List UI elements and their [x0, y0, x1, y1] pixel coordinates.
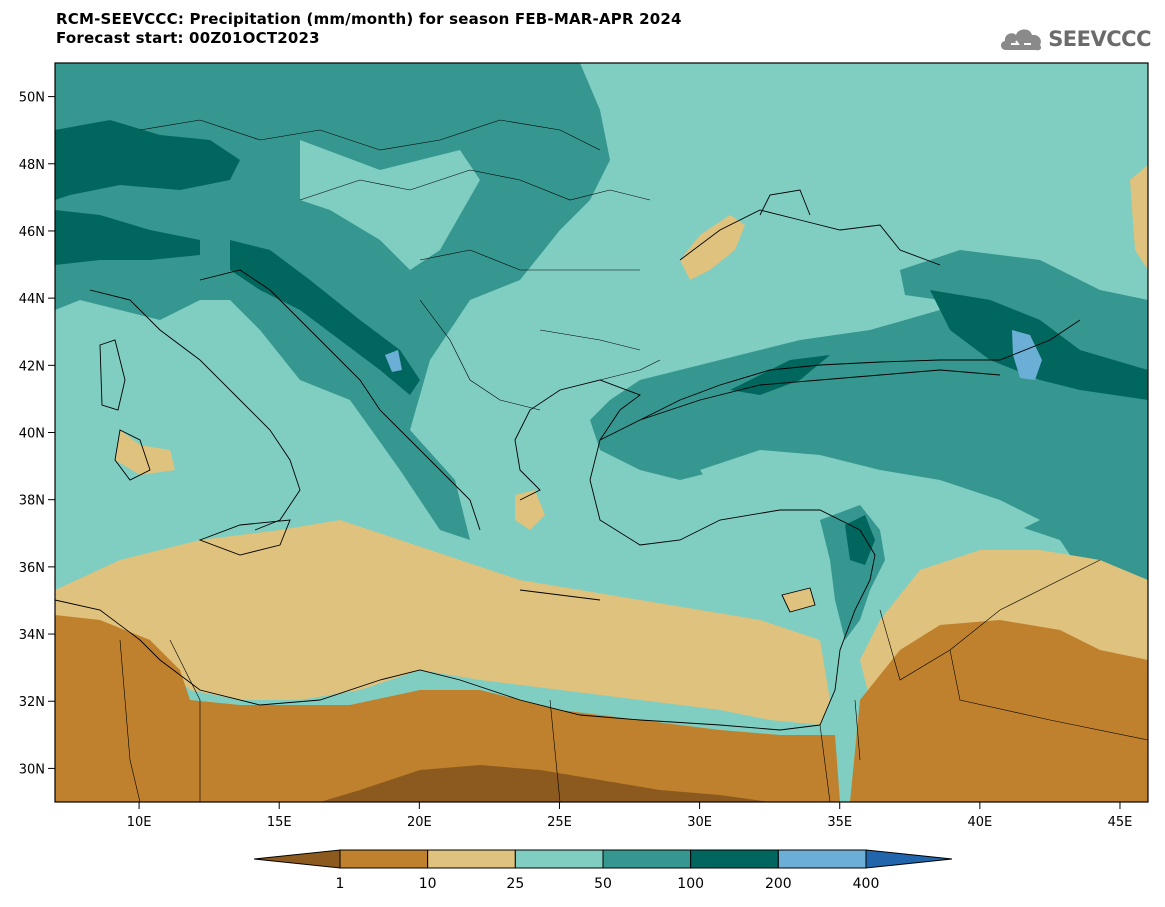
logo-text: SEEVCCC [1048, 27, 1151, 51]
field-200-400-anatolia [730, 355, 830, 395]
precip-field [55, 63, 1148, 802]
field-25-50-sardinia [115, 430, 175, 475]
colorbar-label: 1 [336, 876, 345, 892]
field-100-200-turkey [590, 300, 1148, 620]
field-200-400-levant [845, 515, 875, 565]
field-25-50-cyprus [782, 588, 815, 612]
lon-tick-label: 35E [827, 815, 852, 830]
lon-tick-label: 25E [547, 815, 572, 830]
field-400-plus-georgia [1012, 330, 1042, 380]
lat-tick-label: 46N [19, 225, 45, 240]
field-200-400-italy [55, 210, 200, 265]
colorbar-label: 100 [677, 876, 704, 892]
colorbar: 1 10 25 50 100 200 400 [253, 849, 953, 892]
colorbar-over-triangle [865, 849, 953, 869]
map-title: RCM-SEEVCCC: Precipitation (mm/month) fo… [56, 10, 682, 48]
lat-tick-label: 44N [19, 292, 45, 307]
lat-tick-label: 36N [19, 561, 45, 576]
lat-tick-label: 32N [19, 695, 45, 710]
title-line-2: Forecast start: 00Z01OCT2023 [56, 29, 320, 47]
colorbar-under-triangle [253, 849, 341, 869]
longitude-axis: 10E 15E 20E 25E 30E 35E 40E 45E [127, 802, 1133, 830]
colorbar-label: 200 [765, 876, 792, 892]
colorbar-box [602, 849, 692, 869]
field-400-plus-croatia [385, 350, 402, 372]
colorbar-label: 10 [419, 876, 437, 892]
field-1-10-libya [320, 765, 770, 802]
colorbar-box [339, 849, 429, 869]
lat-tick-label: 50N [19, 91, 45, 106]
field-25-50-east-edge [1130, 165, 1148, 270]
lat-tick-label: 38N [19, 494, 45, 509]
lon-tick-label: 45E [1108, 815, 1133, 830]
lat-tick-label: 40N [19, 427, 45, 442]
colorbar-label: 400 [853, 876, 880, 892]
field-50-100-patch [300, 140, 480, 270]
lon-tick-label: 10E [127, 815, 152, 830]
colorbar-box [777, 849, 867, 869]
lat-tick-label: 34N [19, 628, 45, 643]
colorbar-box [514, 849, 604, 869]
lon-tick-label: 40E [967, 815, 992, 830]
lat-tick-label: 48N [19, 158, 45, 173]
colorbar-label: 25 [506, 876, 524, 892]
coastlines [55, 189, 1081, 731]
field-10-25-sahara [55, 615, 840, 802]
title-line-1: RCM-SEEVCCC: Precipitation (mm/month) fo… [56, 10, 682, 28]
lon-tick-label: 15E [267, 815, 292, 830]
borders [119, 119, 1148, 802]
field-25-50-peloponnese [515, 490, 545, 530]
field-50-100-anatolia [700, 450, 1040, 530]
lat-tick-label: 42N [19, 359, 45, 374]
cloud-icon [1001, 29, 1042, 51]
field-200-400-alps [55, 120, 240, 200]
field-25-50-north-africa [55, 520, 830, 725]
lon-tick-label: 20E [407, 815, 432, 830]
field-200-400-balkan [230, 240, 420, 395]
lon-tick-label: 30E [687, 815, 712, 830]
field-25-50-ukraine [680, 215, 745, 280]
field-200-400-caucasus [930, 290, 1148, 400]
latitude-axis: 30N 32N 34N 36N 38N 40N 42N 44N 46N 48N 50N [19, 91, 55, 777]
colorbar-box [690, 849, 779, 869]
colorbar-box [427, 849, 516, 869]
seevccc-logo: SEEVCCC [998, 22, 1151, 56]
field-100-200-caucasus [900, 250, 1148, 340]
lat-tick-label: 30N [19, 762, 45, 777]
colorbar-label: 50 [594, 876, 612, 892]
